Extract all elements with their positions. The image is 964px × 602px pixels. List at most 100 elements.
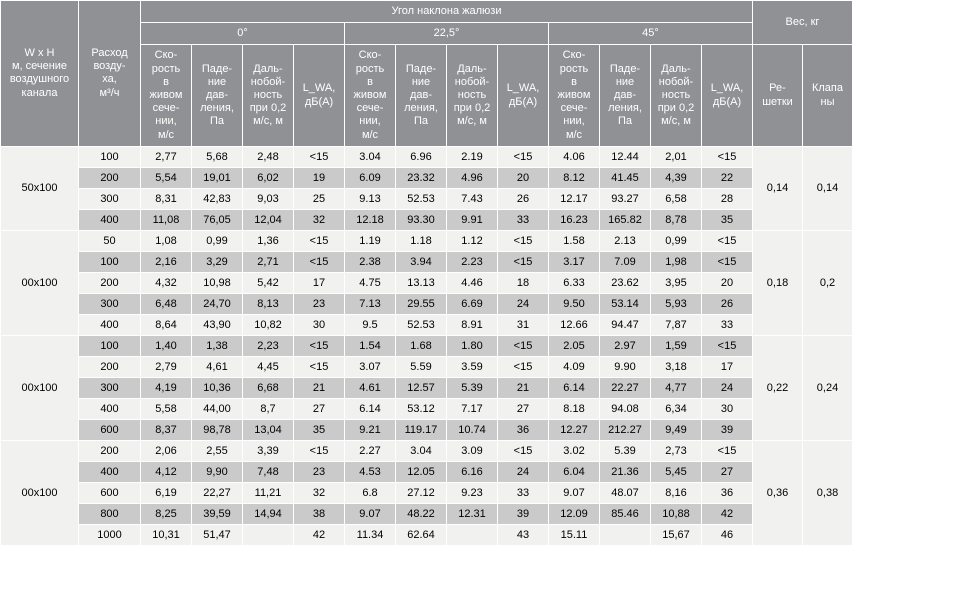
cell-data: 7,48 xyxy=(243,461,294,482)
cell-data: 52.53 xyxy=(396,188,447,209)
cell-data: 4,32 xyxy=(141,272,192,293)
cell-data: 24,70 xyxy=(192,293,243,314)
cell-data: 94.08 xyxy=(600,398,651,419)
cell-data: 27 xyxy=(702,461,753,482)
cell-data: 36 xyxy=(498,419,549,440)
table-row: 40011,0876,0512,043212.1893.309.913316.2… xyxy=(1,209,853,230)
cell-flow: 400 xyxy=(79,398,141,419)
cell-data: 9.5 xyxy=(345,314,396,335)
cell-data: 53.14 xyxy=(600,293,651,314)
cell-flow: 600 xyxy=(79,482,141,503)
cell-data: 4.09 xyxy=(549,356,600,377)
cell-data: 22.27 xyxy=(600,377,651,398)
cell-data: 38 xyxy=(294,503,345,524)
cell-weight-0: 0,14 xyxy=(753,146,803,230)
cell-data: 6,34 xyxy=(651,398,702,419)
cell-data: 1,38 xyxy=(192,335,243,356)
hdr-angle-0: 0° xyxy=(141,23,345,45)
cell-data: 4,39 xyxy=(651,167,702,188)
cell-data: 4.46 xyxy=(447,272,498,293)
cell-data: 3.04 xyxy=(396,440,447,461)
cell-data: 17 xyxy=(702,356,753,377)
cell-flow: 100 xyxy=(79,146,141,167)
cell-flow: 1000 xyxy=(79,524,141,545)
cell-data: 12.17 xyxy=(549,188,600,209)
cell-data: 1.80 xyxy=(447,335,498,356)
cell-data: 2,77 xyxy=(141,146,192,167)
cell-data: 10,82 xyxy=(243,314,294,335)
cell-data: 10,98 xyxy=(192,272,243,293)
hdr-sub-1-3: L_WA,дБ(A) xyxy=(498,45,549,146)
table-row: 4005,5844,008,7276.1453.127.17278.1894.0… xyxy=(1,398,853,419)
cell-data: 3.59 xyxy=(447,356,498,377)
cell-data: 5,54 xyxy=(141,167,192,188)
cell-data: 14,94 xyxy=(243,503,294,524)
cell-data: 51,47 xyxy=(192,524,243,545)
cell-weight-1: 0,24 xyxy=(803,335,853,440)
hdr-wh: W x Hм, сечениевоздушногоканала xyxy=(1,1,79,147)
cell-data: 32 xyxy=(294,482,345,503)
hdr-weight-1: Клапаны xyxy=(803,45,853,146)
cell-data: 2,48 xyxy=(243,146,294,167)
hdr-sub-0-1: Паде-ниедав-ления,Па xyxy=(192,45,243,146)
cell-data: 39 xyxy=(498,503,549,524)
cell-data: 27.12 xyxy=(396,482,447,503)
cell-data: 36 xyxy=(702,482,753,503)
cell-data: 23.32 xyxy=(396,167,447,188)
cell-data: 3.17 xyxy=(549,251,600,272)
cell-data: 1,59 xyxy=(651,335,702,356)
cell-data: 27 xyxy=(294,398,345,419)
cell-weight-1: 0,14 xyxy=(803,146,853,230)
cell-data: 1.18 xyxy=(396,230,447,251)
cell-data: 8,64 xyxy=(141,314,192,335)
table-row: 1002,163,292,71<152.383.942.23<153.177.0… xyxy=(1,251,853,272)
cell-flow: 400 xyxy=(79,461,141,482)
cell-data: 48.22 xyxy=(396,503,447,524)
cell-data: 2.27 xyxy=(345,440,396,461)
cell-data: 3.09 xyxy=(447,440,498,461)
hdr-sub-2-3: L_WA,дБ(A) xyxy=(702,45,753,146)
cell-data: 3,95 xyxy=(651,272,702,293)
cell-data: 93.30 xyxy=(396,209,447,230)
cell-data: 2.97 xyxy=(600,335,651,356)
cell-data: 1.54 xyxy=(345,335,396,356)
table-row: 2004,3210,985,42174.7513.134.46186.3323.… xyxy=(1,272,853,293)
cell-weight-0: 0,22 xyxy=(753,335,803,440)
cell-data: <15 xyxy=(702,251,753,272)
cell-data: 12,04 xyxy=(243,209,294,230)
cell-data: 1.58 xyxy=(549,230,600,251)
cell-data xyxy=(447,524,498,545)
cell-data: 13.13 xyxy=(396,272,447,293)
cell-data: <15 xyxy=(498,146,549,167)
table-row: 100010,3151,474211.3462.644315.1115,6746 xyxy=(1,524,853,545)
cell-data: 2.23 xyxy=(447,251,498,272)
cell-data: <15 xyxy=(294,251,345,272)
cell-data: 1,98 xyxy=(651,251,702,272)
table-row: 3004,1910,366,68214.6112.575.39216.1422.… xyxy=(1,377,853,398)
hdr-flow: Расходвозду-ха,м³/ч xyxy=(79,1,141,147)
cell-data: 39,59 xyxy=(192,503,243,524)
table-row: 3006,4824,708,13237.1329.556.69249.5053.… xyxy=(1,293,853,314)
cell-flow: 600 xyxy=(79,419,141,440)
cell-data: 8.18 xyxy=(549,398,600,419)
cell-data: 6.33 xyxy=(549,272,600,293)
cell-data: 41.45 xyxy=(600,167,651,188)
cell-data: 24 xyxy=(702,377,753,398)
cell-data: 7,87 xyxy=(651,314,702,335)
cell-data: 12.66 xyxy=(549,314,600,335)
cell-data: 94.47 xyxy=(600,314,651,335)
cell-size: 00x100 xyxy=(1,230,79,335)
cell-flow: 300 xyxy=(79,377,141,398)
cell-data: 42,83 xyxy=(192,188,243,209)
cell-data: 3.02 xyxy=(549,440,600,461)
cell-data: 18 xyxy=(498,272,549,293)
cell-data: 5,68 xyxy=(192,146,243,167)
cell-data: 15.11 xyxy=(549,524,600,545)
cell-data: 28 xyxy=(702,188,753,209)
cell-data: 9.07 xyxy=(549,482,600,503)
cell-data: 42 xyxy=(702,503,753,524)
cell-data: 12.05 xyxy=(396,461,447,482)
cell-flow: 100 xyxy=(79,251,141,272)
cell-flow: 50 xyxy=(79,230,141,251)
cell-data: <15 xyxy=(702,230,753,251)
